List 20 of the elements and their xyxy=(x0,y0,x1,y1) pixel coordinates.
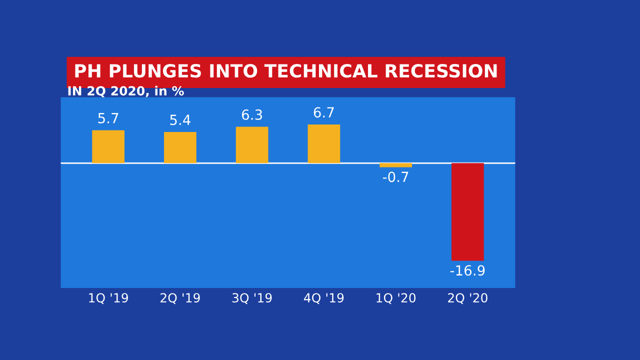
data-label: -0.7 xyxy=(382,172,408,182)
chart-subtitle: IN 2Q 2020, in % xyxy=(68,86,184,98)
bar xyxy=(92,130,124,164)
bar xyxy=(164,132,196,164)
bar xyxy=(452,163,484,261)
data-label: -16.9 xyxy=(450,265,485,276)
x-tick-label: 1Q '20 xyxy=(376,293,416,304)
x-tick-label: 2Q '19 xyxy=(160,293,200,304)
data-label: 6.3 xyxy=(242,109,262,120)
x-tick-label: 2Q '20 xyxy=(448,293,488,304)
chart-title: PH PLUNGES INTO TECHNICAL RECESSION xyxy=(75,64,497,78)
bar xyxy=(236,126,268,164)
bar xyxy=(308,124,340,164)
bar xyxy=(380,163,412,168)
data-label: 5.7 xyxy=(98,113,118,124)
x-tick-label: 3Q '19 xyxy=(232,293,272,304)
data-label: 6.7 xyxy=(314,107,334,118)
x-tick-label: 4Q '19 xyxy=(304,293,344,304)
x-tick-label: 1Q '19 xyxy=(89,293,128,304)
data-label: 5.4 xyxy=(170,114,190,126)
